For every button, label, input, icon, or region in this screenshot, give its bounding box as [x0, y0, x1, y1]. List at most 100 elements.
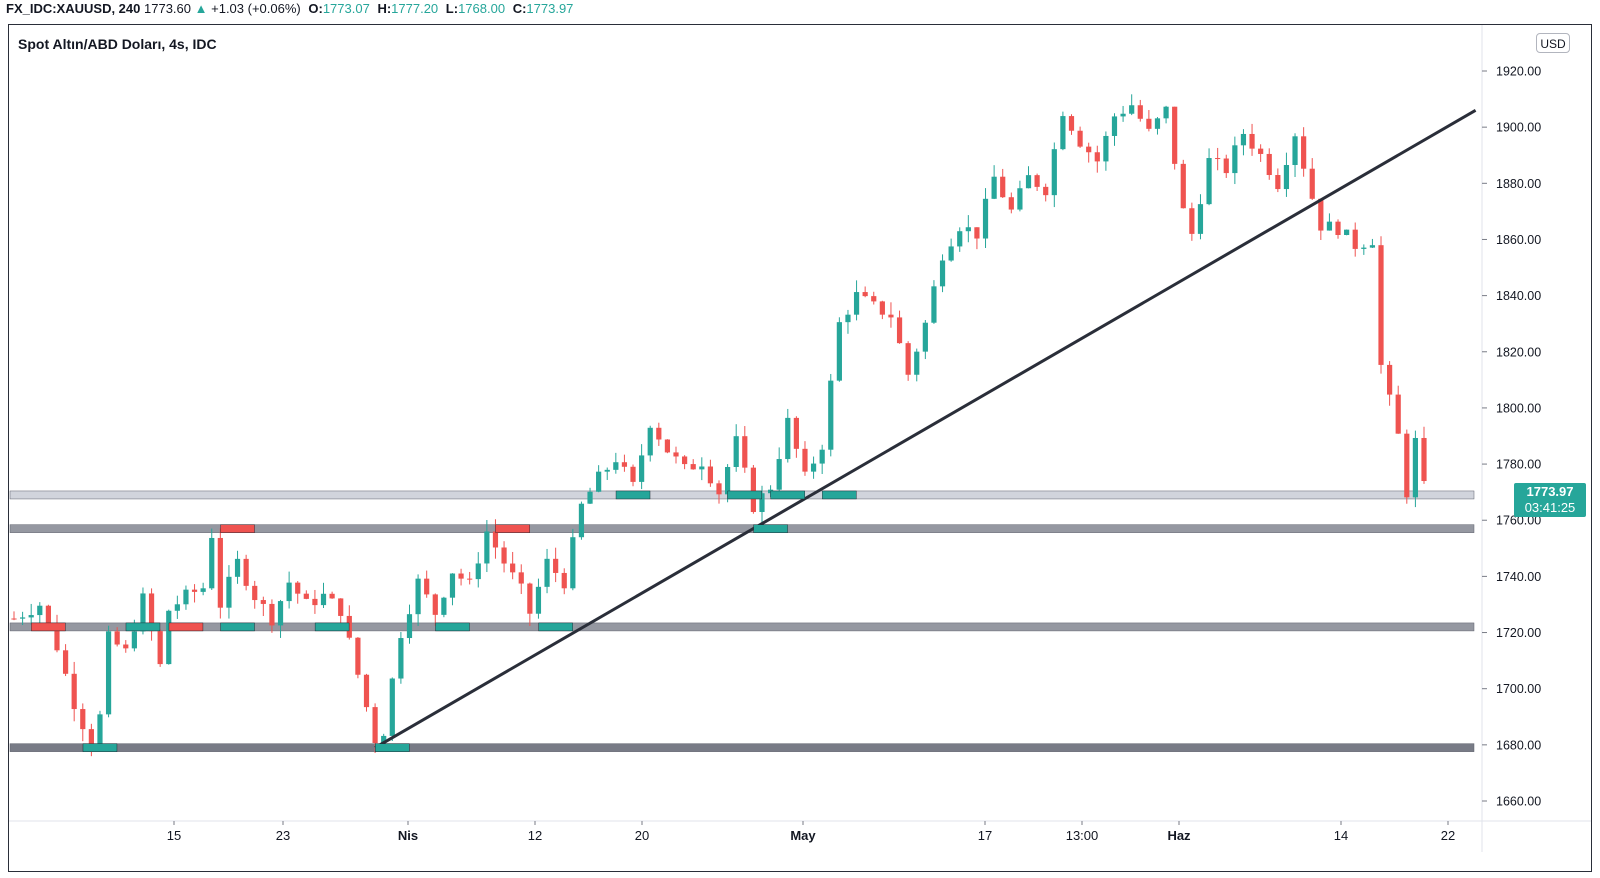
candle-body	[1154, 118, 1161, 129]
resistance-marker	[31, 622, 66, 632]
open-label: O:	[308, 1, 323, 16]
level-markers	[31, 490, 857, 752]
candle-body	[776, 459, 782, 490]
time-tick-label: 22	[1441, 828, 1455, 843]
candle-body	[922, 322, 928, 352]
candle-body	[699, 466, 705, 470]
candle-body	[200, 588, 206, 592]
candle-body	[1378, 245, 1384, 365]
candle-body	[1197, 204, 1204, 234]
up-arrow-icon: ▲	[194, 1, 208, 16]
price-tick-label: 1680.00	[1496, 738, 1541, 752]
candle-body	[802, 448, 808, 472]
time-tick-label: 23	[276, 828, 290, 843]
candle-body	[604, 469, 610, 472]
candle-body	[1240, 133, 1247, 146]
candle-body	[260, 600, 266, 604]
candle-body	[441, 597, 447, 615]
candle-body	[338, 598, 344, 616]
candle-body	[630, 466, 636, 482]
candle-body	[1120, 113, 1126, 117]
candle-body	[449, 573, 456, 598]
candle-body	[759, 493, 765, 513]
price-tick-label: 1900.00	[1496, 121, 1541, 135]
candle-body	[1395, 394, 1401, 434]
candle-body	[467, 578, 473, 580]
support-marker	[753, 524, 788, 533]
trendline-layer[interactable]	[374, 109, 1477, 749]
candle-body	[1412, 437, 1419, 498]
candle-body	[905, 343, 911, 375]
resistance-marker	[168, 622, 204, 632]
candle-body	[398, 638, 404, 679]
trendline	[374, 109, 1477, 749]
candle-body	[1361, 247, 1367, 249]
time-axis[interactable]: 15 23 Nis 12 20 May 17 13:00 Haz 14 22	[167, 821, 1455, 843]
low-label: L:	[445, 1, 459, 16]
zone-3	[9, 743, 1475, 752]
candle-body	[1172, 106, 1178, 164]
price-axis[interactable]: 1920.00 1900.00 1880.00 1860.00 1840.00 1820.…	[1482, 65, 1541, 809]
chart-frame	[8, 24, 1592, 872]
high-value: 1777.20	[391, 1, 439, 16]
candle-body	[458, 573, 464, 579]
candle-body	[1318, 198, 1324, 231]
candle-body	[97, 714, 103, 750]
candle-body	[1051, 149, 1057, 196]
support-marker	[82, 743, 118, 752]
support-marker	[615, 490, 651, 500]
candle-body	[45, 605, 51, 624]
candle-body	[621, 462, 628, 467]
candle-body	[54, 623, 60, 651]
support-marker	[125, 622, 161, 632]
support-marker	[538, 622, 573, 632]
price-tick-label: 1880.00	[1496, 177, 1541, 191]
candle-body	[690, 464, 696, 470]
candle-body	[1008, 197, 1014, 210]
candle-body	[561, 572, 567, 589]
candle-body	[1421, 437, 1427, 482]
candle-body	[639, 455, 645, 482]
candle-body	[1309, 168, 1315, 199]
candle-body	[131, 631, 137, 649]
candle-body	[363, 674, 370, 708]
resistance-marker	[495, 524, 530, 533]
candle-body	[991, 176, 997, 199]
candle-body	[1352, 229, 1358, 249]
price-tick-label: 1840.00	[1496, 289, 1541, 303]
candle-body	[1043, 186, 1049, 196]
candle-body	[862, 292, 868, 297]
high-label: H:	[377, 1, 392, 16]
candle-body	[1068, 116, 1075, 131]
time-tick-label: 15	[167, 828, 181, 843]
candle-body	[1017, 188, 1023, 210]
candle-body	[785, 417, 791, 460]
candle-body	[492, 531, 499, 548]
candle-body	[1335, 221, 1341, 235]
candle-body	[647, 427, 653, 456]
currency-button[interactable]: USD	[1536, 33, 1570, 53]
candle-body	[836, 322, 842, 381]
candle-body	[1103, 135, 1109, 162]
last-price: 1773.60	[144, 1, 191, 16]
candle-body	[587, 491, 593, 504]
support-marker	[770, 490, 805, 500]
candle-body	[613, 462, 619, 470]
candle-body	[269, 603, 275, 626]
candle-body	[1223, 158, 1229, 174]
candle-body	[157, 631, 163, 665]
price-tick-label: 1720.00	[1496, 626, 1541, 640]
candle-body	[11, 618, 17, 620]
candle-body	[105, 631, 112, 715]
resistance-marker	[220, 524, 255, 533]
candle-body	[320, 593, 327, 606]
candle-body	[724, 466, 731, 495]
price-tick-label: 1780.00	[1496, 458, 1541, 472]
candle-body	[810, 463, 817, 472]
candle-body	[879, 301, 885, 315]
candle-body	[166, 610, 172, 665]
candle-body	[716, 483, 722, 495]
candle-body	[750, 467, 756, 513]
candle-body	[1344, 229, 1350, 235]
